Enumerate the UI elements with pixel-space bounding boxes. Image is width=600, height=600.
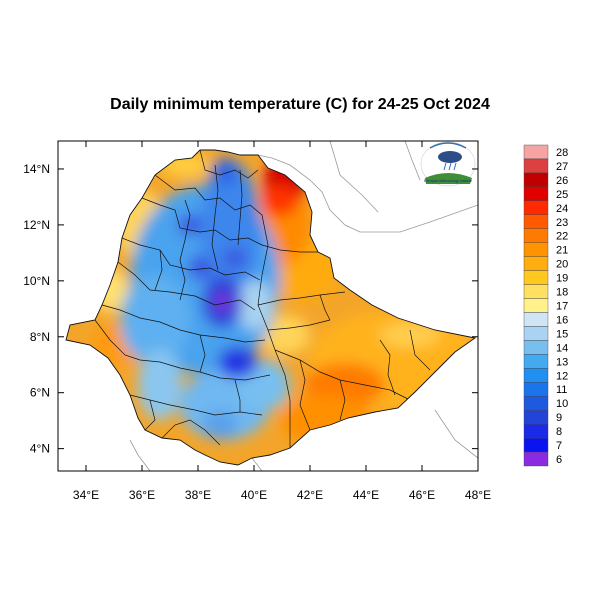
- colorbar-label: 25: [556, 189, 568, 201]
- colorbar-swatch: [523, 396, 549, 411]
- colorbar-swatch: [523, 437, 549, 453]
- plot-frame: [57, 140, 479, 472]
- colorbar-label: 19: [556, 273, 568, 285]
- x-axis: 34°E 36°E 38°E 40°E 42°E 44°E 46°E 48°E: [73, 141, 491, 502]
- colorbar-swatch: [523, 368, 549, 383]
- colorbar-label: 28: [556, 147, 568, 159]
- colorbar-label: 14: [556, 342, 568, 354]
- colorbar-swatch: [523, 186, 549, 202]
- y-tick-label: 8°N: [30, 330, 50, 344]
- colorbar-swatch: [523, 158, 549, 174]
- y-axis: 4°N 6°N 8°N 10°N 12°N 14°N: [23, 162, 478, 456]
- colorbar-swatch: [523, 451, 549, 467]
- logo-text: Ethiopian Meteorology Institute: [424, 179, 472, 183]
- x-tick-label: 36°E: [129, 488, 155, 502]
- x-tick-label: 42°E: [297, 488, 323, 502]
- colorbar-label: 10: [556, 398, 568, 410]
- y-tick-label: 10°N: [23, 274, 50, 288]
- colorbar-swatch: [523, 354, 549, 369]
- x-tick-label: 48°E: [465, 488, 491, 502]
- colorbar-label: 12: [556, 370, 568, 382]
- colorbar-swatch: [523, 172, 549, 188]
- colorbar-swatch: [523, 298, 549, 313]
- x-tick-label: 40°E: [241, 488, 267, 502]
- colorbar-label: 21: [556, 245, 568, 257]
- colorbar-label: 16: [556, 314, 568, 326]
- colorbar-label: 8: [556, 426, 562, 438]
- y-tick-label: 14°N: [23, 162, 50, 176]
- colorbar-label: 13: [556, 356, 568, 368]
- colorbar-swatch: [523, 256, 549, 271]
- y-tick-label: 12°N: [23, 218, 50, 232]
- colorbar-label: 24: [556, 203, 568, 215]
- colorbar-swatch: [523, 228, 549, 243]
- y-tick-label: 6°N: [30, 386, 50, 400]
- x-tick-label: 44°E: [353, 488, 379, 502]
- colorbar-label: 20: [556, 259, 568, 271]
- colorbar-label: 15: [556, 328, 568, 340]
- y-tick-label: 4°N: [30, 442, 50, 456]
- neighbour-borders: [129, 141, 478, 471]
- colorbar-label: 26: [556, 175, 568, 187]
- colorbar-swatch: [523, 200, 549, 215]
- colorbar-swatch: [523, 423, 549, 439]
- x-tick-label: 46°E: [409, 488, 435, 502]
- colorbar-label: 9: [556, 412, 562, 424]
- admin-boundaries: [94, 150, 431, 448]
- colorbar-swatch: [523, 242, 549, 257]
- colorbar-label: 11: [556, 384, 567, 396]
- x-tick-label: 34°E: [73, 488, 99, 502]
- colorbar-swatch: [523, 214, 549, 229]
- cloud-rain-logo-icon: [438, 151, 462, 163]
- x-tick-label: 38°E: [185, 488, 211, 502]
- colorbar-label: 17: [556, 301, 568, 313]
- colorbar-swatch: [523, 382, 549, 397]
- colorbar-label: 7: [556, 440, 562, 452]
- colorbar-swatch: [523, 312, 549, 327]
- map-title: Daily minimum temperature (C) for 24-25 …: [110, 96, 490, 113]
- colorbar-label: 6: [556, 454, 562, 466]
- colorbar-swatch: [523, 326, 549, 341]
- colorbar-label: 27: [556, 161, 568, 173]
- colorbar-swatch: [523, 144, 549, 160]
- colorbar-label: 23: [556, 217, 568, 229]
- colorbar-label: 18: [556, 287, 568, 299]
- colorbar-swatch: [523, 284, 549, 299]
- colorbar-label: 22: [556, 231, 568, 243]
- colorbar-swatch: [523, 409, 549, 425]
- institute-logo: Ethiopian Meteorology Institute: [420, 141, 476, 187]
- colorbar-swatch: [523, 270, 549, 285]
- colorbar-swatch: [523, 340, 549, 355]
